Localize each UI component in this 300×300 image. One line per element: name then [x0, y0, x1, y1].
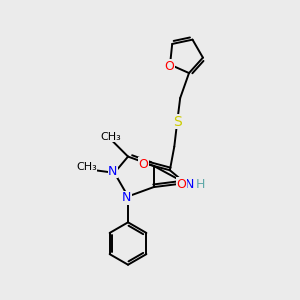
Text: O: O [138, 158, 148, 171]
Text: S: S [173, 115, 182, 129]
Text: CH₃: CH₃ [76, 162, 97, 172]
Text: N: N [122, 191, 131, 204]
Text: O: O [177, 178, 187, 191]
Text: N: N [185, 178, 195, 191]
Text: N: N [108, 165, 118, 178]
Text: CH₃: CH₃ [100, 132, 121, 142]
Text: O: O [164, 60, 174, 73]
Text: H: H [196, 178, 206, 191]
